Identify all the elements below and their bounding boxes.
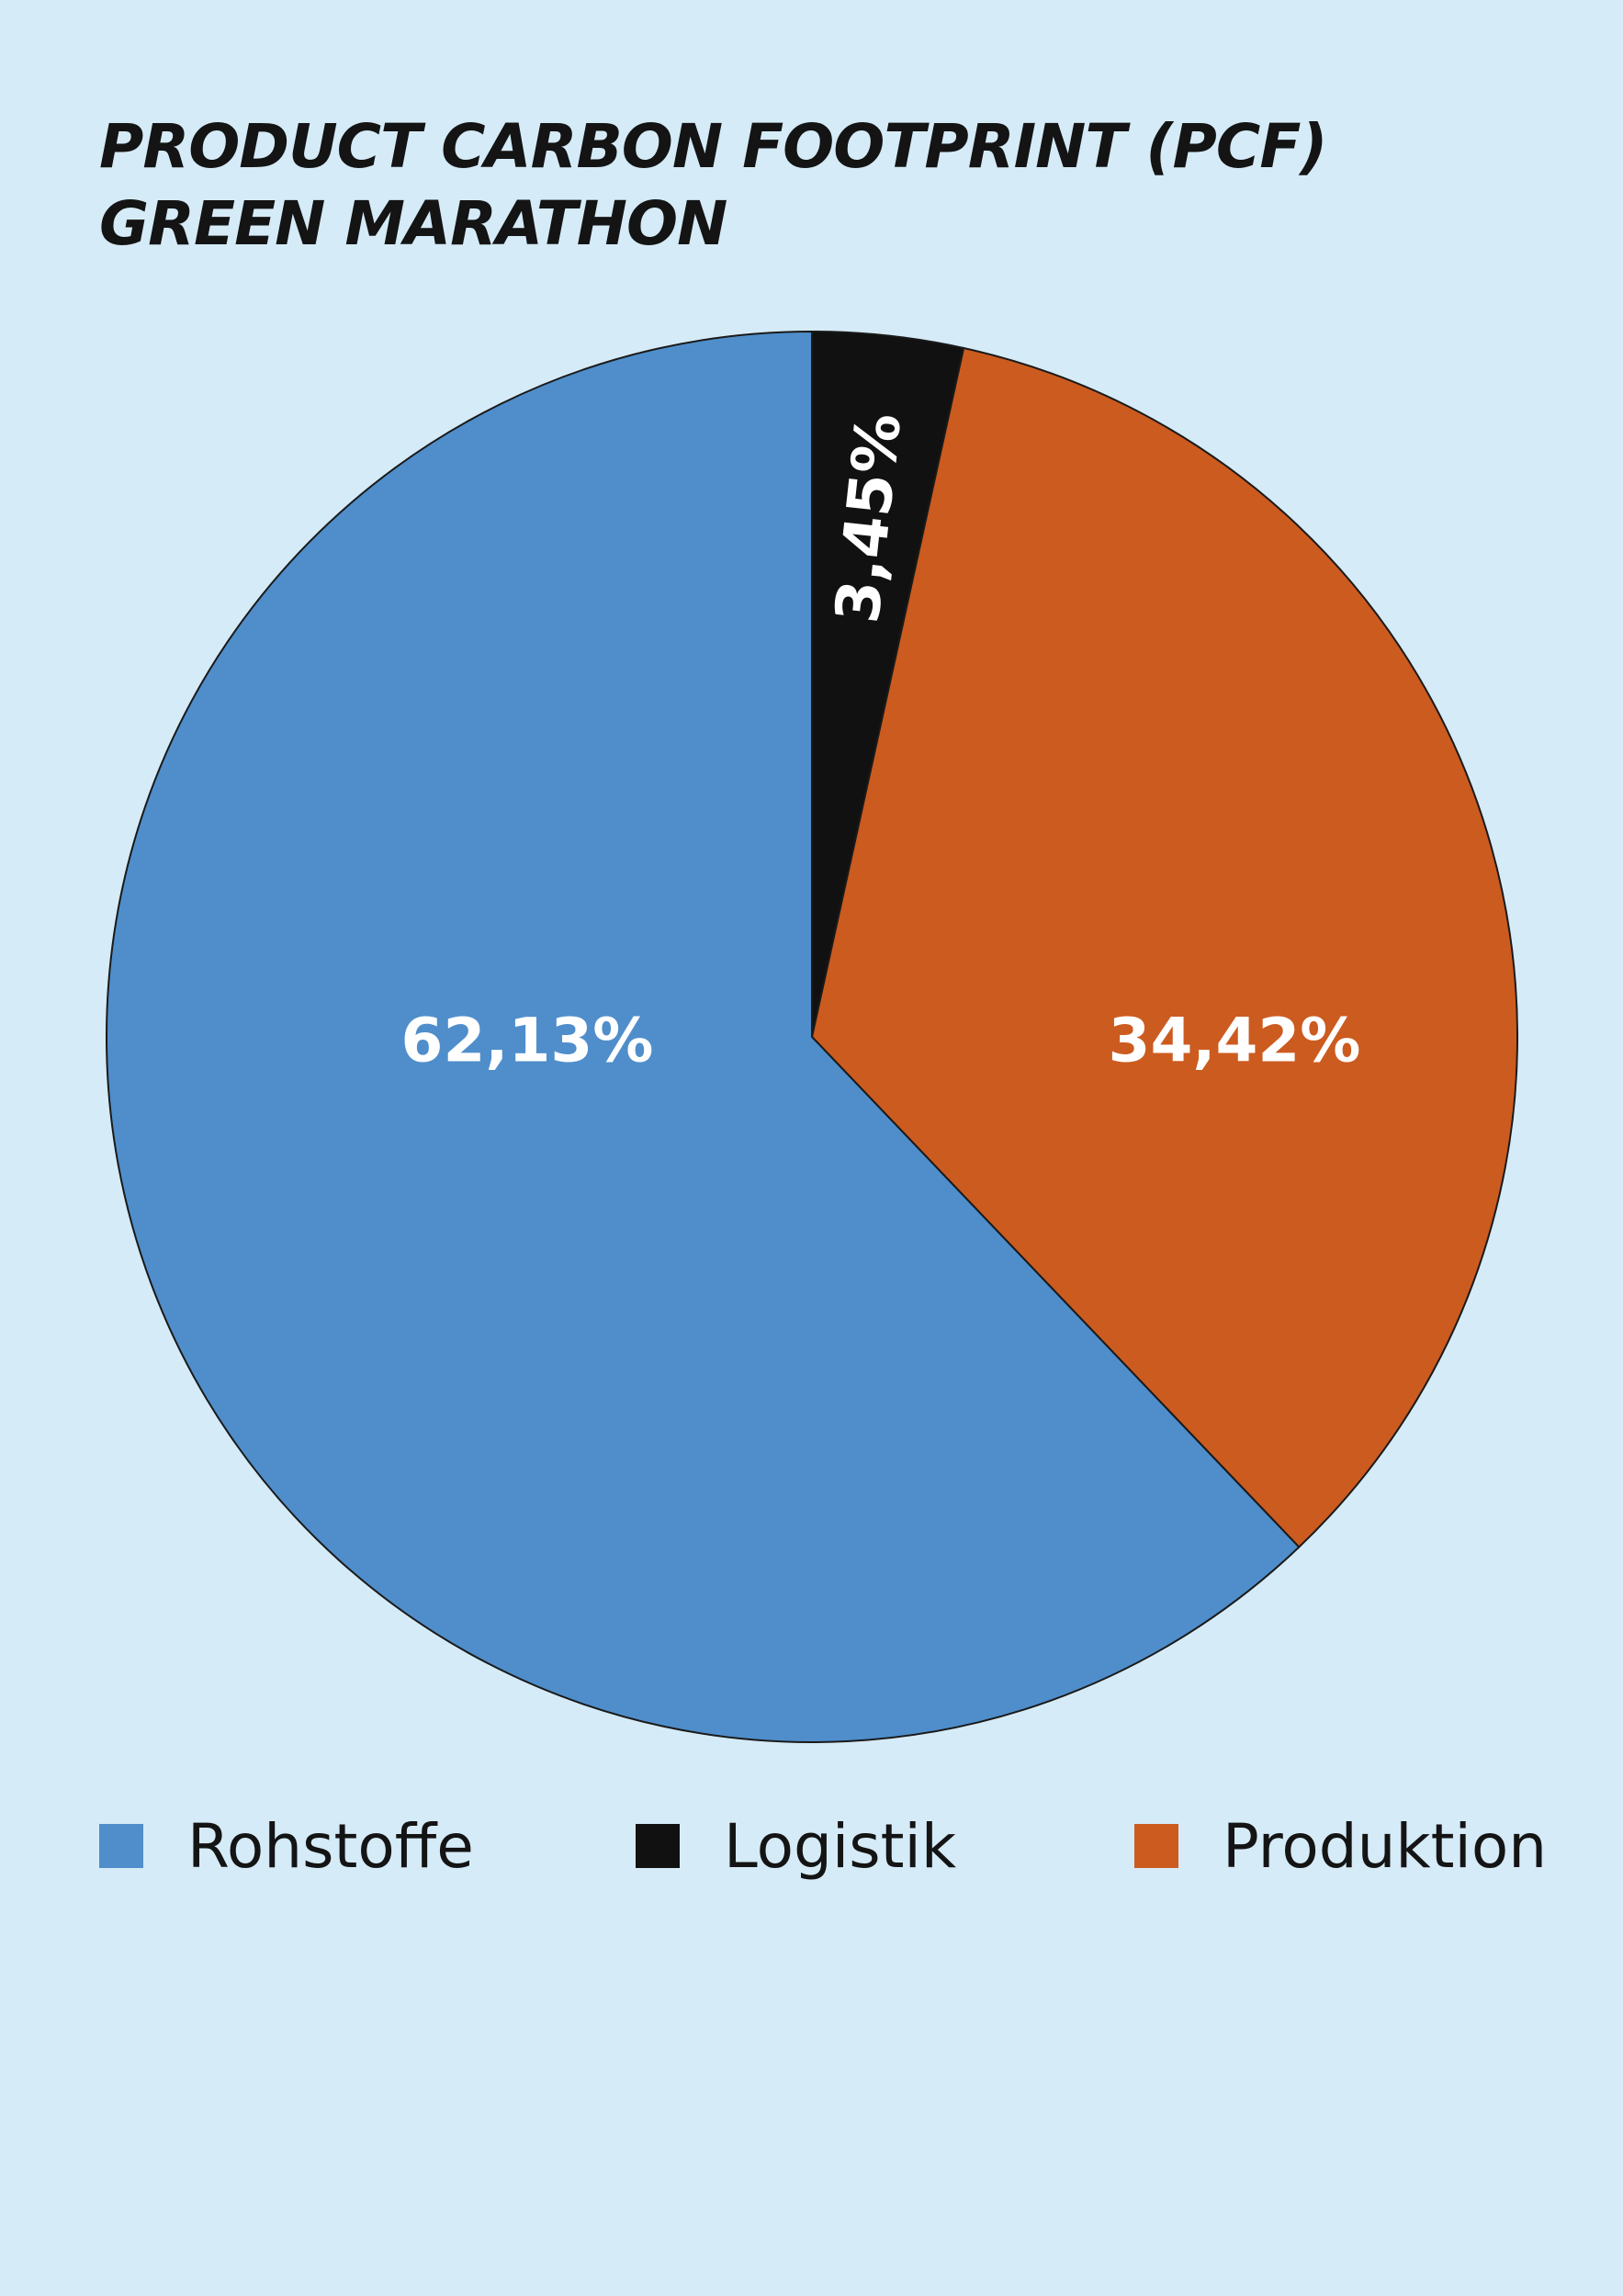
chart-title-line-2: GREEN MARATHON	[99, 188, 727, 259]
chart-title-line-1: PRODUCT CARBON FOOTPRINT (PCF)	[99, 111, 1328, 182]
legend-label-logistik: Logistik	[724, 1810, 957, 1882]
legend: Rohstoffe Logistik Produktion	[0, 1809, 1623, 1883]
legend-label-produktion: Produktion	[1223, 1810, 1548, 1882]
pie-slice-rohstoffe	[106, 330, 1301, 1743]
chart-title: PRODUCT CARBON FOOTPRINT (PCF) GREEN MAR…	[99, 108, 1328, 263]
legend-swatch-rohstoffe	[99, 1824, 143, 1868]
legend-item-produktion: Produktion	[1134, 1809, 1547, 1883]
legend-item-rohstoffe: Rohstoffe	[99, 1809, 474, 1883]
pie-slice-produktion	[810, 346, 1519, 1548]
legend-swatch-produktion	[1134, 1824, 1178, 1868]
legend-label-rohstoffe: Rohstoffe	[187, 1810, 474, 1882]
pie-label-rohstoffe: 62,13%	[401, 1006, 654, 1076]
pie-slices	[106, 330, 1519, 1743]
legend-swatch-logistik	[636, 1824, 680, 1868]
pie-label-produktion: 34,42%	[1109, 1006, 1361, 1076]
legend-item-logistik: Logistik	[636, 1809, 956, 1883]
